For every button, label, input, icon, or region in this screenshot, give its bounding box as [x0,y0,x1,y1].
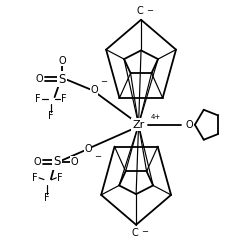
Text: −: − [100,77,107,86]
Text: O: O [84,144,92,154]
Text: Zr: Zr [132,120,145,130]
Text: F: F [58,173,63,183]
Text: C: C [136,6,143,16]
Text: 4+: 4+ [151,114,161,120]
Text: O: O [90,85,98,95]
Text: O: O [58,56,66,65]
Text: C: C [132,228,138,238]
Text: O: O [34,157,41,167]
Text: F: F [61,94,67,104]
Text: S: S [54,155,61,168]
Text: F: F [48,111,54,121]
Text: −: − [146,6,153,15]
Text: O: O [186,120,194,130]
Text: O: O [36,74,44,84]
Text: −: − [141,227,148,236]
Text: F: F [44,193,50,203]
Text: S: S [58,73,66,85]
Text: O: O [70,157,78,167]
Text: F: F [35,94,40,104]
Text: F: F [32,173,38,183]
Text: −: − [94,152,101,161]
